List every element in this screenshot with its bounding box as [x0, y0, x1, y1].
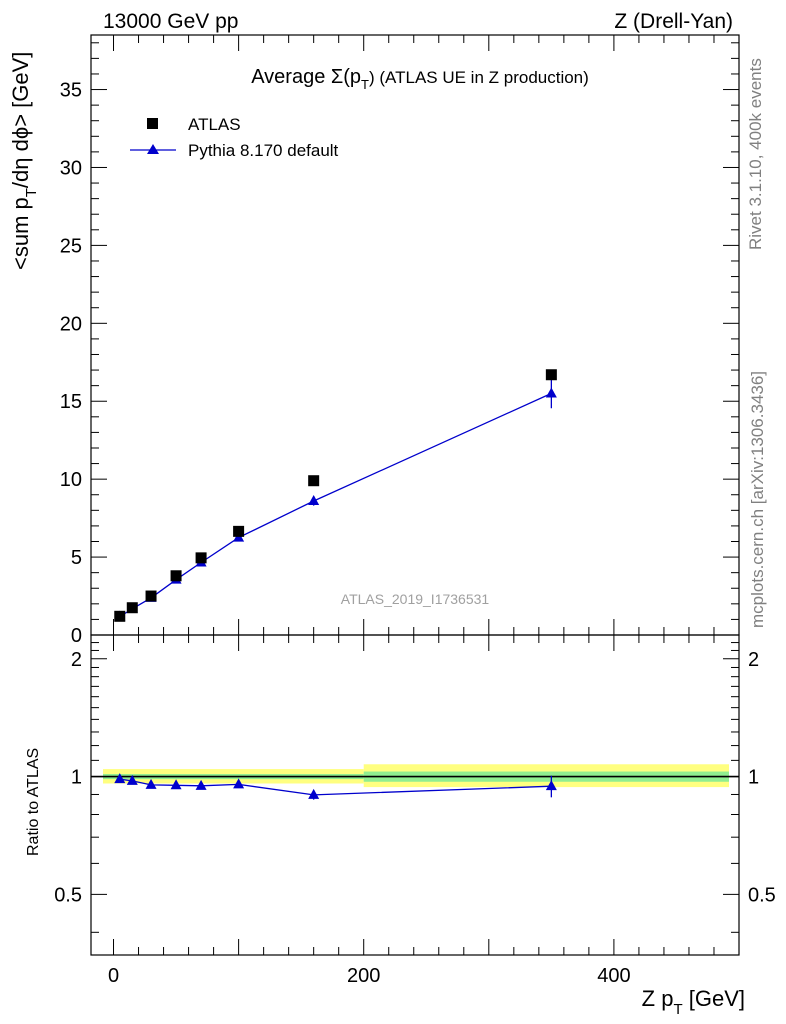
y-tick-label: 30 [60, 157, 82, 179]
title-sigma: Σ(p [331, 66, 361, 88]
ratio-y-label: Ratio to ATLAS [25, 748, 42, 856]
ylabel-post: /dη dϕ> [GeV] [8, 52, 33, 188]
ratio-point [145, 778, 157, 789]
ratio-bands [103, 764, 729, 788]
y-tick-label: 5 [71, 547, 82, 569]
atlas-point [233, 525, 245, 537]
ratio-x-ticks: 0 200 400 [108, 635, 740, 987]
y-tick-label: 15 [60, 391, 82, 413]
main-plot-area [114, 369, 557, 622]
ratio-point [126, 774, 138, 785]
x-axis-label: Z pT [GeV] [642, 986, 745, 1018]
ratio-y-tick-label-right: 2 [748, 649, 759, 671]
ratio-panel: 0.5 0.5 1 1 2 2 0 200 400 Ratio to ATLAS [25, 634, 776, 987]
ratio-plot-area [114, 773, 557, 800]
main-x-ticks [113, 35, 740, 635]
xlabel-sub: T [673, 1001, 682, 1018]
legend-atlas-marker [147, 118, 158, 129]
x-tick-label: 200 [347, 965, 380, 987]
ratio-frame [90, 634, 740, 956]
y-tick-label: 0 [71, 625, 82, 647]
ratio-y-tick-label-right: 0.5 [748, 884, 776, 906]
ratio-point [114, 773, 126, 784]
main-y-label: <sum pT/dη dϕ> [GeV] [8, 52, 40, 270]
legend-pythia-label: Pythia 8.170 default [188, 141, 339, 160]
atlas-point [170, 570, 182, 582]
ratio-y-tick-label: 1 [71, 767, 82, 789]
ratio-point [308, 788, 320, 799]
title-pre: Average [251, 66, 331, 88]
atlas-point [545, 369, 557, 381]
atlas-point [308, 475, 320, 487]
ratio-y-tick-label: 2 [71, 649, 82, 671]
header-right: Z (Drell-Yan) [614, 10, 733, 33]
ratio-y-ticks: 0.5 0.5 1 1 2 2 [54, 642, 776, 933]
pythia-point [545, 387, 557, 398]
ratio-point [195, 779, 207, 790]
legend-atlas-label: ATLAS [188, 115, 241, 134]
rivet-label: Rivet 3.1.10, 400k events [746, 58, 765, 250]
main-panel: 0 5 10 15 20 25 30 35 ATLAS_2019_I1736531 Avera… [8, 34, 740, 647]
legend-pythia-marker [147, 144, 159, 154]
ratio-y-tick-label: 0.5 [54, 884, 82, 906]
main-title: Average Σ(pT) (ATLAS UE in Z production) [251, 66, 589, 92]
ratio-point [170, 779, 182, 790]
atlas-point [195, 552, 207, 564]
main-y-ticks: 0 5 10 15 20 25 30 35 [60, 42, 739, 647]
y-tick-label: 35 [60, 80, 82, 102]
atlas-point [126, 602, 138, 614]
atlas-point [145, 590, 157, 602]
legend: ATLAS Pythia 8.170 default [130, 115, 339, 160]
title-post: ) (ATLAS UE in Z production) [369, 68, 589, 87]
ylabel-sub: T [23, 188, 40, 197]
y-tick-label: 10 [60, 469, 82, 491]
xlabel-pre: Z p [642, 986, 674, 1011]
main-watermark: ATLAS_2019_I1736531 [341, 591, 490, 607]
ratio-point [233, 778, 245, 789]
pythia-point [308, 494, 320, 505]
pythia-series-line [119, 392, 552, 618]
ratio-y-tick-label-right: 1 [748, 767, 759, 789]
header-left: 13000 GeV pp [103, 10, 238, 33]
x-tick-label: 0 [108, 965, 119, 987]
xlabel-post: [GeV] [683, 986, 745, 1011]
y-tick-label: 20 [60, 313, 82, 335]
title-sub: T [361, 77, 369, 92]
ratio-point [545, 780, 557, 791]
x-tick-label: 400 [597, 965, 630, 987]
atlas-point [114, 610, 126, 622]
ylabel-pre: <sum p [8, 197, 33, 270]
mcplots-label: mcplots.cern.ch [arXiv:1306.3436] [748, 371, 767, 628]
y-tick-label: 25 [60, 235, 82, 257]
